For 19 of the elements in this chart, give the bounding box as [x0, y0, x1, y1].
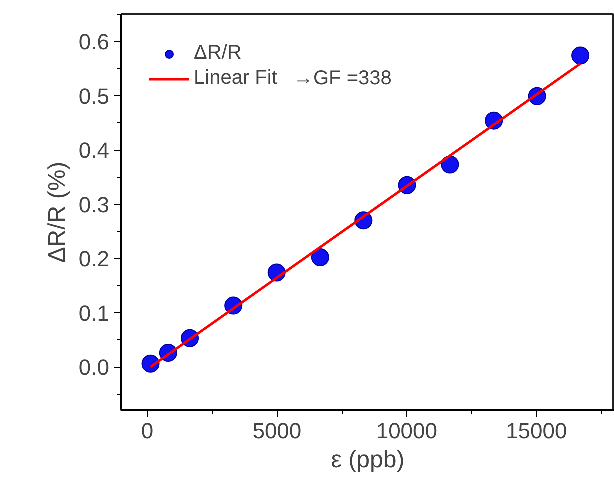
- x-tick-label: 0: [141, 418, 154, 444]
- y-tick-label: 0.3: [78, 192, 110, 218]
- point: [311, 248, 330, 267]
- y-axis-title: ΔR/R (%): [44, 162, 71, 264]
- y-tick-label: 0.0: [78, 355, 110, 380]
- point: [441, 156, 460, 174]
- point: [572, 46, 590, 65]
- y-tick-label: 0.5: [78, 84, 110, 109]
- x-axis-title: ε (ppb): [331, 446, 405, 474]
- y-tick-label: 0.1: [78, 300, 110, 326]
- x-tick-label: 5000: [252, 418, 302, 444]
- y-tick-label: 0.2: [78, 246, 110, 272]
- legend-label: Linear Fit: [194, 67, 278, 90]
- y-tick-label: 0.6: [78, 30, 110, 55]
- y-tick-label: 0.4: [78, 138, 110, 164]
- legend-label: ΔR/R: [194, 42, 242, 65]
- x-tick-label: 15000: [506, 418, 568, 444]
- annotation: →GF =338: [294, 68, 392, 90]
- x-tick-label: 10000: [376, 418, 438, 444]
